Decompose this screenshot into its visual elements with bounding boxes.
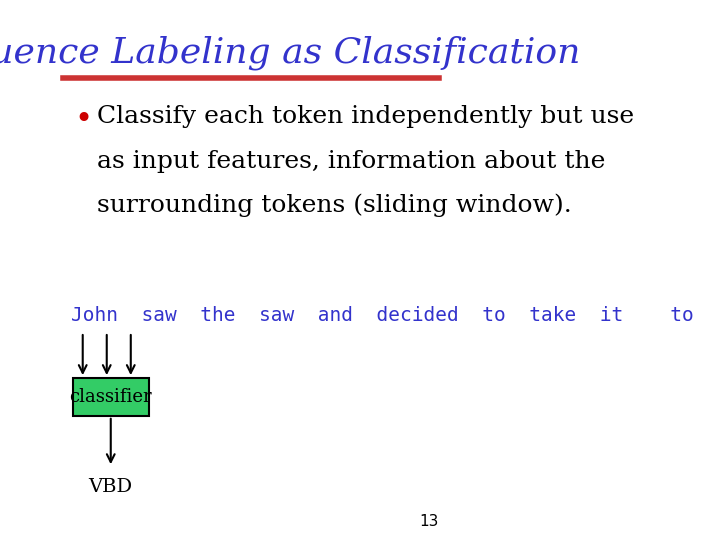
Text: John  saw  the  saw  and  decided  to  take  it    to   the   table.: John saw the saw and decided to take it … [71, 306, 720, 326]
Text: Sequence Labeling as Classification: Sequence Labeling as Classification [0, 35, 580, 70]
FancyBboxPatch shape [73, 378, 149, 416]
Text: •: • [75, 105, 93, 134]
Text: as input features, information about the: as input features, information about the [96, 150, 605, 173]
Text: VBD: VBD [89, 478, 132, 496]
Text: classifier: classifier [69, 388, 152, 406]
Text: surrounding tokens (sliding window).: surrounding tokens (sliding window). [96, 194, 572, 218]
Text: 13: 13 [420, 514, 439, 529]
Text: Classify each token independently but use: Classify each token independently but us… [96, 105, 634, 129]
